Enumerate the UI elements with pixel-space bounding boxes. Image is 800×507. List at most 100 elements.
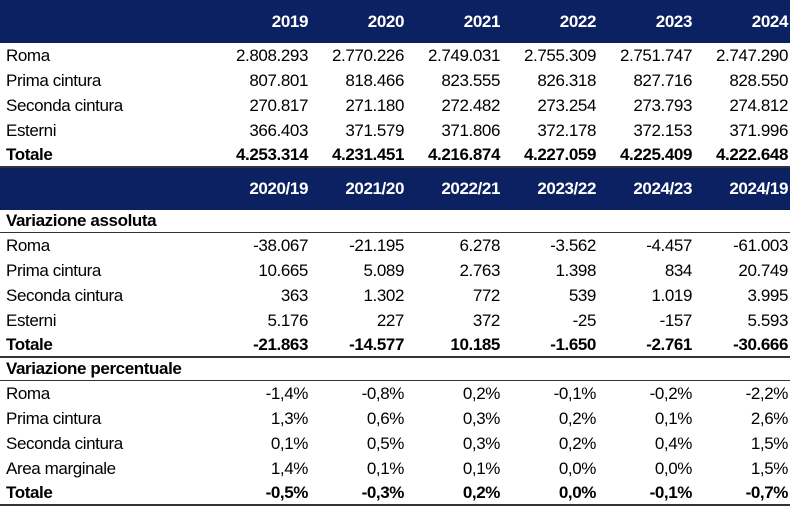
row-label: Seconda cintura <box>6 95 123 115</box>
cell-value: -61.003 <box>733 235 788 255</box>
row-label: Seconda cintura <box>6 285 123 305</box>
cell-value: 363 <box>280 285 309 305</box>
cell-value: 0,0% <box>502 481 598 506</box>
cell-value: 270.817 <box>249 95 308 115</box>
cell-value: -157 <box>659 310 693 330</box>
header-row: 2020/19 2021/20 2022/21 2023/22 2024/23 2024/… <box>0 167 790 210</box>
header-row: 2019 2020 2021 2022 2023 2024 <box>0 0 790 43</box>
cell-value: 0,1% <box>462 458 501 478</box>
column-header: 2022/21 <box>406 167 502 210</box>
section-title: Variazione assoluta <box>0 210 790 233</box>
table-row: Prima cintura 10.665 5.089 2.763 1.398 834 20.… <box>0 258 790 283</box>
cell-value: -25 <box>572 310 597 330</box>
row-label: Prima cintura <box>6 408 101 428</box>
cell-value: -2,2% <box>745 383 789 403</box>
table-row: Prima cintura 807.801 818.466 823.555 826.31… <box>0 68 790 93</box>
row-label: Totale <box>0 143 214 168</box>
cell-value: 271.180 <box>345 95 404 115</box>
cell-value: 1,3% <box>270 408 309 428</box>
cell-value: 823.555 <box>441 70 500 90</box>
cell-value: 807.801 <box>249 70 308 90</box>
table-row: Esterni 366.403 371.579 371.806 372.178 372.1… <box>0 118 790 143</box>
cell-value: 371.579 <box>345 120 404 140</box>
cell-value: 2.755.309 <box>523 45 596 65</box>
row-label: Seconda cintura <box>6 433 123 453</box>
table-row: Roma -1,4% -0,8% 0,2% -0,1% -0,2% -2,2% <box>0 381 790 407</box>
table-row: Area marginale 1,4% 0,1% 0,1% 0,0% 0,0% 1,5% <box>0 456 790 481</box>
cell-value: -0,5% <box>214 481 310 506</box>
row-label: Roma <box>6 45 50 65</box>
cell-value: -0,7% <box>694 481 790 506</box>
row-label: Prima cintura <box>6 260 101 280</box>
cell-value: 834 <box>664 260 693 280</box>
cell-value: 273.254 <box>537 95 596 115</box>
cell-value: -38.067 <box>253 235 308 255</box>
cell-value: -21.195 <box>349 235 404 255</box>
header-corner <box>0 167 214 210</box>
cell-value: -21.863 <box>214 333 310 358</box>
cell-value: 2.749.031 <box>427 45 500 65</box>
cell-value: 0,6% <box>366 408 405 428</box>
cell-value: -4.457 <box>646 235 692 255</box>
cell-value: 539 <box>568 285 597 305</box>
column-header: 2020/19 <box>214 167 310 210</box>
cell-value: 10.665 <box>258 260 308 280</box>
section-absolute-change: Variazione assoluta <box>0 210 790 233</box>
total-row: Totale -0,5% -0,3% 0,2% 0,0% -0,1% -0,7% <box>0 481 790 506</box>
column-header: 2020 <box>310 0 406 43</box>
row-label: Esterni <box>6 120 57 140</box>
cell-value: -30.666 <box>694 333 790 358</box>
cell-value: 366.403 <box>249 120 308 140</box>
cell-value: 0,1% <box>270 433 309 453</box>
cell-value: 10.185 <box>406 333 502 358</box>
cell-value: -1,4% <box>265 383 309 403</box>
cell-value: 818.466 <box>345 70 404 90</box>
cell-value: 5.089 <box>363 260 404 280</box>
cell-value: 4.231.451 <box>310 143 406 168</box>
cell-value: 0,3% <box>462 408 501 428</box>
cell-value: 274.812 <box>729 95 788 115</box>
cell-value: 0,4% <box>654 433 693 453</box>
row-label: Totale <box>0 481 214 506</box>
cell-value: 0,2% <box>558 408 597 428</box>
cell-value: 826.318 <box>537 70 596 90</box>
row-label: Roma <box>6 235 50 255</box>
cell-value: 2.751.747 <box>619 45 692 65</box>
total-row: Totale -21.863 -14.577 10.185 -1.650 -2.761 -3… <box>0 333 790 358</box>
cell-value: 0,0% <box>558 458 597 478</box>
cell-value: 1.302 <box>363 285 404 305</box>
cell-value: 2.770.226 <box>331 45 404 65</box>
cell-value: 2,6% <box>750 408 789 428</box>
cell-value: 372 <box>472 310 501 330</box>
cell-value: -0,2% <box>649 383 693 403</box>
table-row: Seconda cintura 270.817 271.180 272.482 273.… <box>0 93 790 118</box>
cell-value: -14.577 <box>310 333 406 358</box>
cell-value: -0,1% <box>598 481 694 506</box>
column-header: 2023/22 <box>502 167 598 210</box>
column-header: 2024 <box>694 0 790 43</box>
cell-value: 0,1% <box>654 408 693 428</box>
table-row: Seconda cintura 363 1.302 772 539 1.019 3.995 <box>0 283 790 308</box>
row-label: Esterni <box>6 310 57 330</box>
cell-value: 20.749 <box>738 260 788 280</box>
cell-value: 6.278 <box>459 235 500 255</box>
total-row: Totale 4.253.314 4.231.451 4.216.874 4.227.0… <box>0 143 790 168</box>
cell-value: 272.482 <box>441 95 500 115</box>
cell-value: 772 <box>472 285 501 305</box>
row-label: Area marginale <box>6 458 116 478</box>
cell-value: 4.253.314 <box>214 143 310 168</box>
section-percent-change: Variazione percentuale <box>0 357 790 381</box>
cell-value: 372.153 <box>633 120 692 140</box>
cell-value: 0,2% <box>462 383 501 403</box>
header-corner <box>0 0 214 43</box>
column-header: 2024/23 <box>598 167 694 210</box>
table-row: Roma 2.808.293 2.770.226 2.749.031 2.755.309… <box>0 43 790 68</box>
cell-value: 1,5% <box>750 433 789 453</box>
cell-value: 273.793 <box>633 95 692 115</box>
cell-value: 0,5% <box>366 433 405 453</box>
cell-value: 2.763 <box>459 260 500 280</box>
row-label: Totale <box>0 333 214 358</box>
cell-value: 1,4% <box>270 458 309 478</box>
cell-value: -0,1% <box>553 383 597 403</box>
